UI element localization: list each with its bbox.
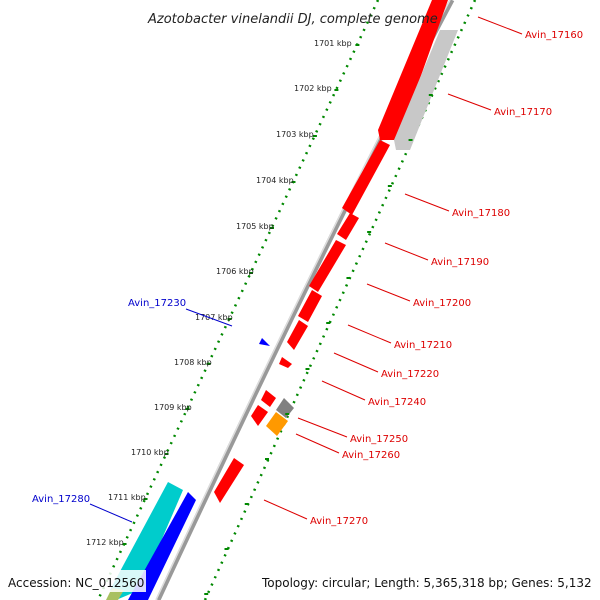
gene-label[interactable]: Avin_17240 <box>368 397 426 408</box>
gene-avin-17160[interactable] <box>378 0 448 140</box>
gene-label[interactable]: Avin_17260 <box>342 450 400 461</box>
kbp-tick: 1705 kbp <box>236 222 351 279</box>
gene-label[interactable]: Avin_17220 <box>381 369 439 380</box>
gene-leader-line <box>366 283 411 302</box>
gene-label-group[interactable]: Avin_17240 <box>321 380 426 408</box>
gene-label[interactable]: Avin_17200 <box>413 298 471 309</box>
genome-title: Azotobacter vinelandii DJ, complete geno… <box>147 12 438 27</box>
gene-label[interactable]: Avin_17160 <box>525 30 583 41</box>
kbp-tick: 1708 kbp <box>174 358 290 415</box>
gene-avin-17170[interactable] <box>394 30 458 150</box>
kbp-tick-label: 1702 kbp <box>294 84 332 93</box>
gene-label[interactable]: Avin_17190 <box>431 257 489 268</box>
gene-label-group[interactable]: Avin_17270 <box>263 499 368 527</box>
kbp-tick: 1707 kbp <box>195 313 310 370</box>
kbp-tick-label: 1709 kbp <box>154 403 192 412</box>
kbp-tick-label: 1710 kbp <box>131 448 169 457</box>
gene-label-group[interactable]: Avin_17280 <box>32 494 133 523</box>
kbp-tick: 1712 kbp <box>86 538 209 595</box>
kbp-tick: 1702 kbp <box>294 84 413 141</box>
kbp-tick: 1710 kbp <box>131 448 249 505</box>
kbp-tick-label: 1707 kbp <box>195 313 233 322</box>
kbp-tick: 1706 kbp <box>216 267 331 324</box>
kbp-labels: 1701 kbp 1702 kbp 1703 kbp 1704 kbp 1705 kbp… <box>86 39 433 595</box>
gene-leader-line <box>263 499 308 520</box>
accession-label: Accession: NC_012560 <box>8 576 144 590</box>
gene-leader-line <box>295 433 340 454</box>
gene-avin-17180[interactable] <box>342 140 390 215</box>
gene-avin-17210[interactable] <box>287 320 308 350</box>
gene-labels: Avin_17160 Avin_17170 Avin_17180 Avin_17190… <box>32 16 583 527</box>
kbp-tick-label: 1706 kbp <box>216 267 254 276</box>
gene-leader-line <box>333 352 379 373</box>
gene-leader-line <box>404 193 450 212</box>
gene-leader-line <box>89 503 133 523</box>
kbp-tick-label: 1712 kbp <box>86 538 124 547</box>
kbp-tick-label: 1705 kbp <box>236 222 274 231</box>
gene-leader-line <box>297 417 348 438</box>
outer-tick-ring <box>203 0 477 600</box>
gene-label[interactable]: Avin_17170 <box>494 107 552 118</box>
gene-leader-line <box>384 242 429 261</box>
gene-avin-17240b[interactable] <box>251 405 268 426</box>
gene-label-group[interactable]: Avin_17170 <box>447 93 552 118</box>
kbp-tick: 1709 kbp <box>154 403 269 460</box>
kbp-tick-label: 1711 kbp <box>108 493 146 502</box>
gene-label-group[interactable]: Avin_17180 <box>404 193 510 219</box>
gene-label[interactable]: Avin_17210 <box>394 340 452 351</box>
gene-label-group[interactable]: Avin_17250 <box>297 417 408 445</box>
gene-leader-line <box>321 380 366 401</box>
gene-avin-17250[interactable] <box>276 398 294 418</box>
gene-label[interactable]: Avin_17230 <box>128 298 186 309</box>
kbp-tick-label: 1708 kbp <box>174 358 212 367</box>
gene-label-group[interactable]: Avin_17160 <box>477 16 583 41</box>
accession-box <box>8 570 146 592</box>
gene-leader-line <box>447 93 492 111</box>
gene-avin-17190[interactable] <box>309 240 346 292</box>
kbp-tick: 1704 kbp <box>256 176 372 233</box>
gene-avin-17240[interactable] <box>261 390 276 407</box>
gene-label-group[interactable]: Avin_17200 <box>366 283 471 309</box>
gene-label-group[interactable]: Avin_17230 <box>128 298 233 327</box>
gene-avin-17220[interactable] <box>279 357 292 368</box>
kbp-tick-label: 1703 kbp <box>276 130 314 139</box>
gene-leader-line <box>477 16 523 35</box>
gene-label[interactable]: Avin_17180 <box>452 208 510 219</box>
gene-avin-17200[interactable] <box>298 290 322 322</box>
kbp-tick: 1701 kbp <box>314 39 433 96</box>
kbp-tick: 1703 kbp <box>276 130 392 187</box>
kbp-tick-label: 1701 kbp <box>314 39 352 48</box>
gene-avin-17230[interactable] <box>259 338 270 346</box>
gene-label[interactable]: Avin_17270 <box>310 516 368 527</box>
gene-leader-line <box>347 324 392 344</box>
kbp-tick: 1711 kbp <box>108 493 229 550</box>
gene-avin-17270[interactable] <box>214 458 244 503</box>
gene-label[interactable]: Avin_17250 <box>350 434 408 445</box>
gene-avin-17260[interactable] <box>266 412 288 436</box>
gene-avin-17180b[interactable] <box>337 213 359 240</box>
kbp-tick-label: 1704 kbp <box>256 176 294 185</box>
gene-leader-line <box>185 308 233 327</box>
gene-label-group[interactable]: Avin_17260 <box>295 433 400 461</box>
gene-label[interactable]: Avin_17280 <box>32 494 90 505</box>
gene-label-group[interactable]: Avin_17190 <box>384 242 489 268</box>
gene-label-group[interactable]: Avin_17210 <box>347 324 452 351</box>
gene-label-group[interactable]: Avin_17220 <box>333 352 439 380</box>
topology-label: Topology: circular; Length: 5,365,318 bp… <box>261 576 592 590</box>
